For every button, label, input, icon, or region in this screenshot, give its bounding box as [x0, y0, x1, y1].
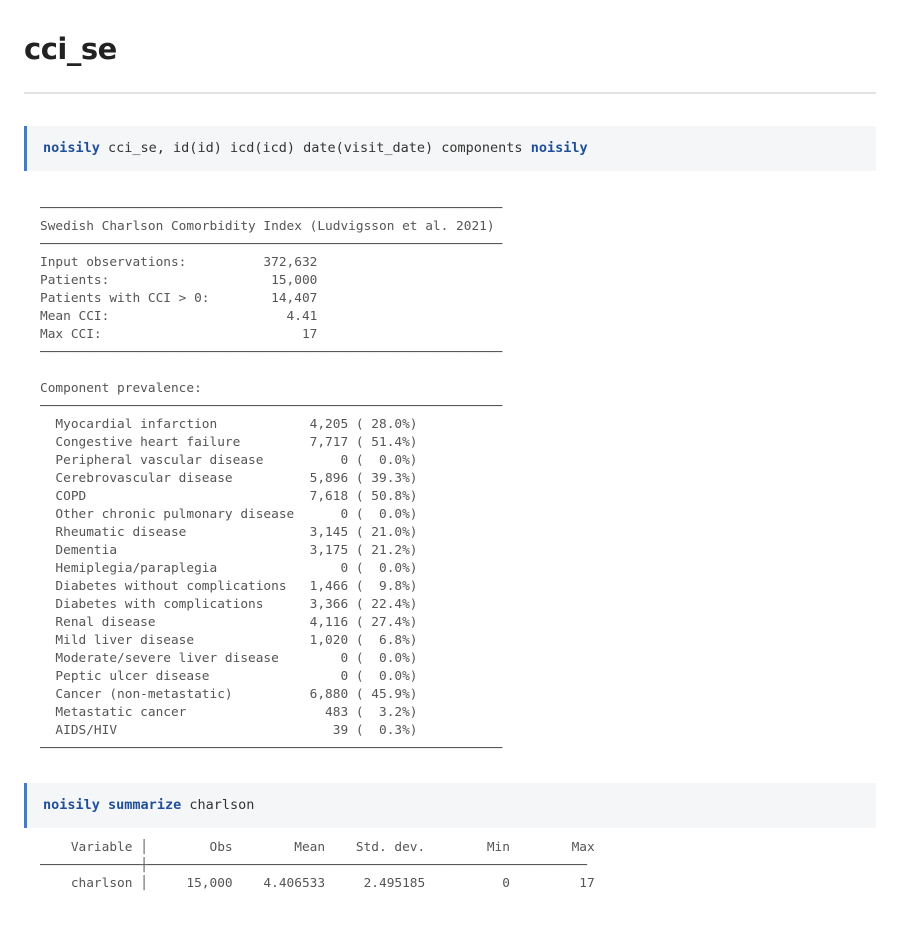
summarize-output: Variable │ Obs Mean Std. dev. Min Max ──…	[40, 839, 595, 893]
rule-line: ────────────────────────────────────────…	[40, 345, 503, 360]
rule-line: ────────────────────────────────────────…	[40, 741, 503, 756]
component-row: Congestive heart failure 7,717 ( 51.4%)	[40, 435, 418, 450]
summary-data-row: charlson │ 15,000 4.406533 2.495185 0 17	[40, 876, 595, 891]
output-header: Swedish Charlson Comorbidity Index (Ludv…	[40, 219, 495, 234]
component-row: AIDS/HIV 39 ( 0.3%)	[40, 723, 418, 738]
keyword-noisily: noisily	[43, 797, 100, 813]
prevalence-header: Component prevalence:	[40, 381, 202, 396]
keyword-noisily: noisily	[43, 140, 100, 156]
command-text: cci_se, id(id) icd(icd) date(visit_date)…	[99, 140, 531, 156]
component-row: COPD 7,618 ( 50.8%)	[40, 489, 418, 504]
component-row: Cerebrovascular disease 5,896 ( 39.3%)	[40, 471, 418, 486]
component-row: Cancer (non-metastatic) 6,880 ( 45.9%)	[40, 687, 418, 702]
stat-row: Patients with CCI > 0: 14,407	[40, 291, 318, 306]
stat-row: Input observations: 372,632	[40, 255, 318, 270]
summary-header-row: Variable │ Obs Mean Std. dev. Min Max	[40, 840, 595, 855]
keyword-summarize: summarize	[108, 797, 182, 813]
title-divider	[24, 92, 876, 94]
component-row: Dementia 3,175 ( 21.2%)	[40, 543, 418, 558]
component-row: Renal disease 4,116 ( 27.4%)	[40, 615, 418, 630]
component-row: Peptic ulcer disease 0 ( 0.0%)	[40, 669, 418, 684]
component-row: Peripheral vascular disease 0 ( 0.0%)	[40, 453, 418, 468]
component-row: Metastatic cancer 483 ( 3.2%)	[40, 705, 418, 720]
command-block-cci-se: noisily cci_se, id(id) icd(icd) date(vis…	[24, 126, 876, 171]
stat-row: Patients: 15,000	[40, 273, 318, 288]
component-row: Hemiplegia/paraplegia 0 ( 0.0%)	[40, 561, 418, 576]
component-row: Moderate/severe liver disease 0 ( 0.0%)	[40, 651, 418, 666]
rule-line: ────────────────────────────────────────…	[40, 201, 503, 216]
command-block-summarize: noisily summarize charlson	[24, 783, 876, 828]
component-row: Other chronic pulmonary disease 0 ( 0.0%…	[40, 507, 418, 522]
command-text: charlson	[181, 797, 255, 813]
rule-line: ────────────────────────────────────────…	[40, 399, 503, 414]
component-row: Diabetes with complications 3,366 ( 22.4…	[40, 597, 418, 612]
stat-row: Mean CCI: 4.41	[40, 309, 318, 324]
component-row: Myocardial infarction 4,205 ( 28.0%)	[40, 417, 418, 432]
page-title: cci_se	[24, 32, 117, 66]
stat-row: Max CCI: 17	[40, 327, 318, 342]
cci-output: ────────────────────────────────────────…	[40, 200, 502, 758]
component-row: Diabetes without complications 1,466 ( 9…	[40, 579, 418, 594]
rule-line: ─────────────┼──────────────────────────…	[40, 858, 588, 873]
keyword-noisily-option: noisily	[530, 140, 588, 156]
rule-line: ────────────────────────────────────────…	[40, 237, 503, 252]
component-row: Rheumatic disease 3,145 ( 21.0%)	[40, 525, 418, 540]
component-row: Mild liver disease 1,020 ( 6.8%)	[40, 633, 418, 648]
